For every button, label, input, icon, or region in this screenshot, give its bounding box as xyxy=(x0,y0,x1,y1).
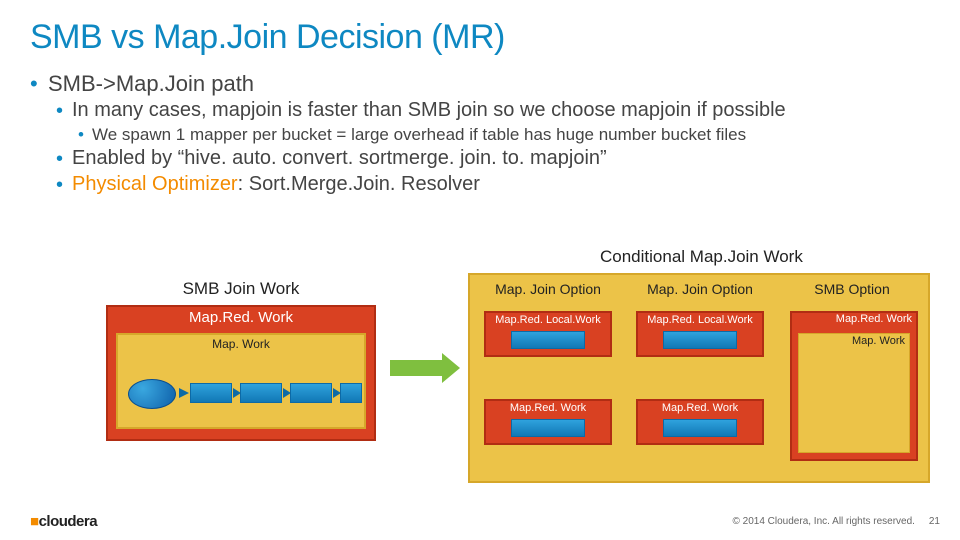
stage-box xyxy=(290,383,332,403)
smb-option-col: SMB Option Map.Red. Work Map. Work xyxy=(778,281,926,297)
source-node-icon xyxy=(128,379,176,409)
bullet-l1: • SMB->Map.Join path xyxy=(30,71,930,97)
bullet-l2c-text: Physical Optimizer: Sort.Merge.Join. Res… xyxy=(72,173,480,196)
smb-join-work-panel: SMB Join Work Map.Red. Work Map. Work xyxy=(106,279,376,441)
bullet-l2a: • In many cases, mapjoin is faster than … xyxy=(56,99,930,123)
map-work-box: Map. Work xyxy=(116,333,366,429)
conditional-work-label: Conditional Map.Join Work xyxy=(600,247,803,267)
map-red-work-box: Map.Red. Work Map. Work xyxy=(106,305,376,441)
map-red-local-work-label: Map.Red. Local.Work xyxy=(486,313,610,326)
flow-arrow-icon xyxy=(333,388,341,398)
task-box xyxy=(663,419,737,437)
map-red-work-box-small: Map.Red. Work xyxy=(484,399,612,445)
bullet-l3-text: We spawn 1 mapper per bucket = large ove… xyxy=(92,125,746,145)
footer-right: © 2014 Cloudera, Inc. All rights reserve… xyxy=(733,516,941,527)
map-red-work-box-small: Map.Red. Work xyxy=(636,399,764,445)
conditional-mapjoin-box: Map. Join Option Map.Red. Local.Work Map… xyxy=(468,273,930,483)
flow-arrow-icon xyxy=(283,388,291,398)
transition-arrow-icon xyxy=(390,358,460,378)
map-red-work-label: Map.Red. Work xyxy=(108,307,374,326)
smb-option-label: SMB Option xyxy=(778,281,926,297)
bullet-dot: • xyxy=(78,125,92,145)
bullet-l2a-text: In many cases, mapjoin is faster than SM… xyxy=(72,99,786,122)
flow-arrow-icon xyxy=(233,388,241,398)
logo-text: cloudera xyxy=(39,513,98,530)
bullet-dot: • xyxy=(56,147,72,171)
mapjoin-option-label: Map. Join Option xyxy=(474,281,622,297)
map-red-local-work-box: Map.Red. Local.Work xyxy=(636,311,764,357)
flow-arrow-icon xyxy=(179,388,189,398)
mapjoin-option-col: Map. Join Option Map.Red. Local.Work Map… xyxy=(626,281,774,297)
smb-map-red-work-label: Map.Red. Work xyxy=(792,313,916,325)
bullet-dot: • xyxy=(56,173,72,197)
logo-icon: ■ xyxy=(30,513,39,530)
physical-optimizer-value: : Sort.Merge.Join. Resolver xyxy=(238,173,480,195)
bullet-l2b: • Enabled by “hive. auto. convert. sortm… xyxy=(56,147,930,171)
smb-map-work-box: Map. Work xyxy=(798,333,910,453)
bullet-l2c: • Physical Optimizer: Sort.Merge.Join. R… xyxy=(56,173,930,197)
stage-box xyxy=(190,383,232,403)
task-box xyxy=(511,419,585,437)
map-red-local-work-box: Map.Red. Local.Work xyxy=(484,311,612,357)
mapjoin-option-col: Map. Join Option Map.Red. Local.Work Map… xyxy=(474,281,622,297)
map-red-local-work-label: Map.Red. Local.Work xyxy=(638,313,762,326)
map-work-label: Map. Work xyxy=(118,335,364,351)
map-red-work-label-small: Map.Red. Work xyxy=(638,401,762,414)
smb-map-red-work-box: Map.Red. Work Map. Work xyxy=(790,311,918,461)
slide-title: SMB vs Map.Join Decision (MR) xyxy=(30,18,930,57)
bullet-list: • SMB->Map.Join path • In many cases, ma… xyxy=(30,71,930,197)
stage-box xyxy=(340,383,362,403)
bullet-l2b-text: Enabled by “hive. auto. convert. sortmer… xyxy=(72,147,607,170)
smb-map-work-label: Map. Work xyxy=(799,334,909,347)
stage-box xyxy=(240,383,282,403)
page-number: 21 xyxy=(929,516,940,527)
slide: SMB vs Map.Join Decision (MR) • SMB->Map… xyxy=(0,0,960,540)
bullet-l3: • We spawn 1 mapper per bucket = large o… xyxy=(78,125,930,145)
task-box xyxy=(663,331,737,349)
cloudera-logo: ■cloudera xyxy=(30,513,97,530)
slide-footer: ■cloudera © 2014 Cloudera, Inc. All righ… xyxy=(30,513,940,530)
bullet-l1-text: SMB->Map.Join path xyxy=(48,71,254,97)
copyright-text: © 2014 Cloudera, Inc. All rights reserve… xyxy=(733,516,915,527)
physical-optimizer-label: Physical Optimizer xyxy=(72,173,238,195)
task-box xyxy=(511,331,585,349)
bullet-dot: • xyxy=(56,99,72,123)
mapjoin-option-label: Map. Join Option xyxy=(626,281,774,297)
map-red-work-label-small: Map.Red. Work xyxy=(486,401,610,414)
smb-join-work-title: SMB Join Work xyxy=(106,279,376,299)
bullet-dot: • xyxy=(30,71,48,97)
